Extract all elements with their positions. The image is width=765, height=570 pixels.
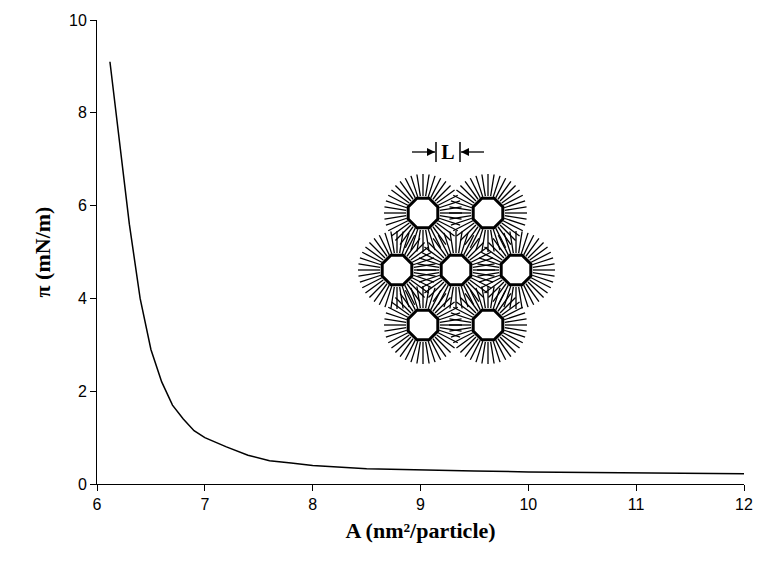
svg-text:8: 8 bbox=[308, 496, 317, 513]
svg-text:2: 2 bbox=[78, 383, 87, 400]
svg-text:L: L bbox=[441, 141, 454, 163]
svg-text:4: 4 bbox=[78, 290, 87, 307]
svg-text:9: 9 bbox=[416, 496, 425, 513]
svg-text:A (nm²/particle): A (nm²/particle) bbox=[345, 518, 495, 543]
svg-text:11: 11 bbox=[628, 496, 645, 513]
svg-text:10: 10 bbox=[519, 496, 537, 513]
svg-text:π (mN/m): π (mN/m) bbox=[30, 207, 55, 298]
svg-text:10: 10 bbox=[69, 12, 87, 29]
svg-text:12: 12 bbox=[735, 496, 753, 513]
svg-text:6: 6 bbox=[78, 197, 87, 214]
svg-text:6: 6 bbox=[93, 496, 102, 513]
svg-text:8: 8 bbox=[78, 104, 87, 121]
svg-text:0: 0 bbox=[78, 476, 87, 493]
svg-text:7: 7 bbox=[200, 496, 209, 513]
